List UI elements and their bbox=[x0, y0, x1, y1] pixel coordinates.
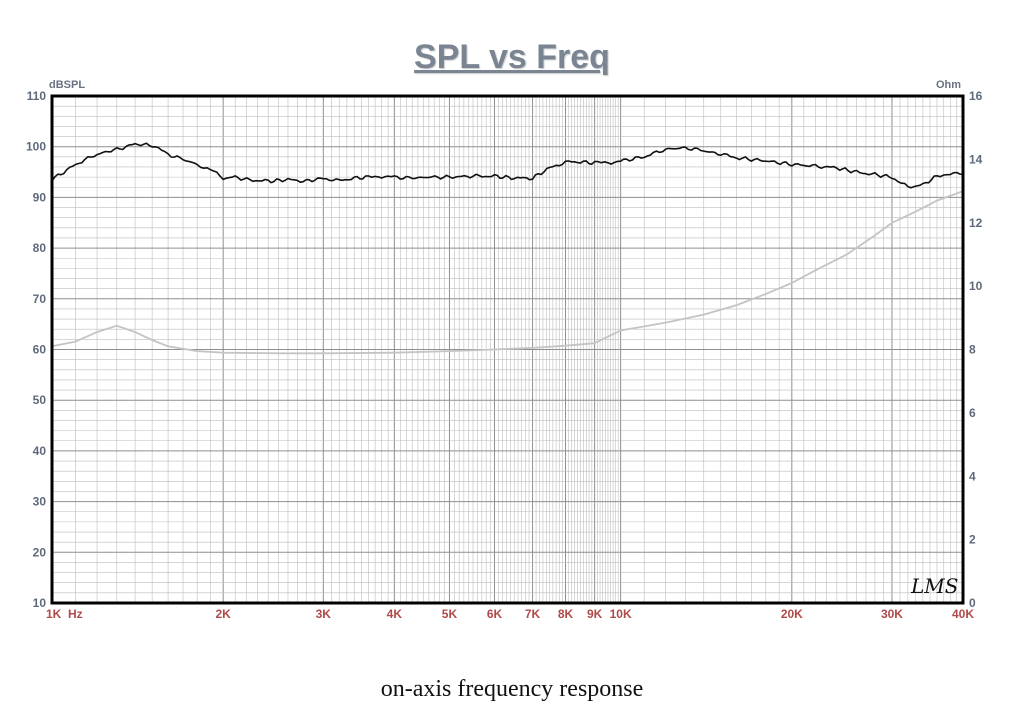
x-tick-label: 1K bbox=[46, 607, 62, 621]
y-right-axis-label: Ohm bbox=[936, 79, 961, 91]
y-right-tick-label: 0 bbox=[969, 596, 976, 610]
spl-series-line bbox=[51, 142, 964, 189]
y-left-tick-label: 20 bbox=[33, 545, 47, 559]
x-tick-label: 40K bbox=[952, 607, 974, 621]
y-right-tick-label: 8 bbox=[969, 343, 976, 357]
x-tick-label: 10K bbox=[610, 607, 632, 621]
y-left-axis-label: dBSPL bbox=[49, 79, 85, 91]
y-left-tick-label: 50 bbox=[33, 393, 47, 407]
x-tick-label: 9K bbox=[587, 607, 603, 621]
y-left-tick-label: 70 bbox=[33, 292, 47, 306]
y-left-tick-label: 40 bbox=[33, 444, 47, 458]
y-left-tick-label: 80 bbox=[33, 241, 47, 255]
y-left-tick-label: 110 bbox=[27, 89, 47, 103]
y-left-tick-label: 60 bbox=[33, 343, 47, 357]
impedance-series-line bbox=[51, 190, 964, 355]
x-tick-label: 2K bbox=[216, 607, 232, 621]
figure-caption: on-axis frequency response bbox=[380, 676, 644, 702]
plot-frame bbox=[50, 94, 965, 605]
x-tick-label: 5K bbox=[442, 607, 458, 621]
x-tick-label: 6K bbox=[487, 607, 503, 621]
y-left-tick-label: 100 bbox=[26, 140, 46, 154]
y-right-tick-label: 6 bbox=[969, 406, 976, 420]
series-layer bbox=[51, 142, 964, 355]
lms-watermark: LMS bbox=[910, 574, 958, 598]
y-right-tick-label: 4 bbox=[969, 469, 976, 483]
x-tick-label: 7K bbox=[525, 607, 541, 621]
x-tick-label: 3K bbox=[316, 607, 332, 621]
x-unit-label: Hz bbox=[68, 607, 83, 621]
chart-title: SPL vs Freq bbox=[414, 38, 610, 76]
y-left-tick-label: 30 bbox=[33, 495, 47, 509]
x-tick-label: 30K bbox=[881, 607, 903, 621]
y-right-tick-label: 12 bbox=[969, 216, 983, 230]
x-tick-label: 8K bbox=[558, 607, 574, 621]
x-tick-label: 4K bbox=[387, 607, 403, 621]
y-left-tick-label: 10 bbox=[33, 596, 47, 610]
y-right-tick-label: 14 bbox=[969, 152, 983, 166]
axis-labels: 10 20 30 40 50 60 70 80 90 100 110 0 2 4 6 8 10 12 14 16 1K 2… bbox=[26, 89, 983, 621]
y-left-tick-label: 90 bbox=[33, 190, 47, 204]
y-right-tick-label: 10 bbox=[969, 279, 983, 293]
x-tick-label: 20K bbox=[781, 607, 803, 621]
y-right-tick-label: 16 bbox=[969, 89, 983, 103]
y-right-tick-label: 2 bbox=[969, 533, 976, 547]
